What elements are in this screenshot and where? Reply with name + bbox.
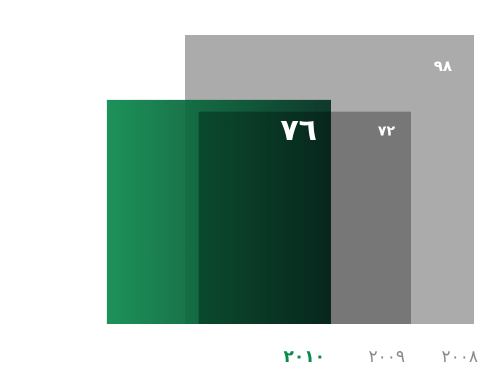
year-label-2: ٢٠١٠ xyxy=(283,347,325,367)
year-label-0: ٢٠٠٨ xyxy=(441,347,478,367)
bar-2 xyxy=(106,99,331,324)
value-label-0: ٩٨ xyxy=(434,57,452,75)
bar-overlap-shade xyxy=(198,111,331,325)
year-label-1: ٢٠٠٩ xyxy=(368,347,405,367)
value-label-1: ٧٢ xyxy=(378,124,396,140)
value-label-2: ٧٦ xyxy=(280,113,317,148)
